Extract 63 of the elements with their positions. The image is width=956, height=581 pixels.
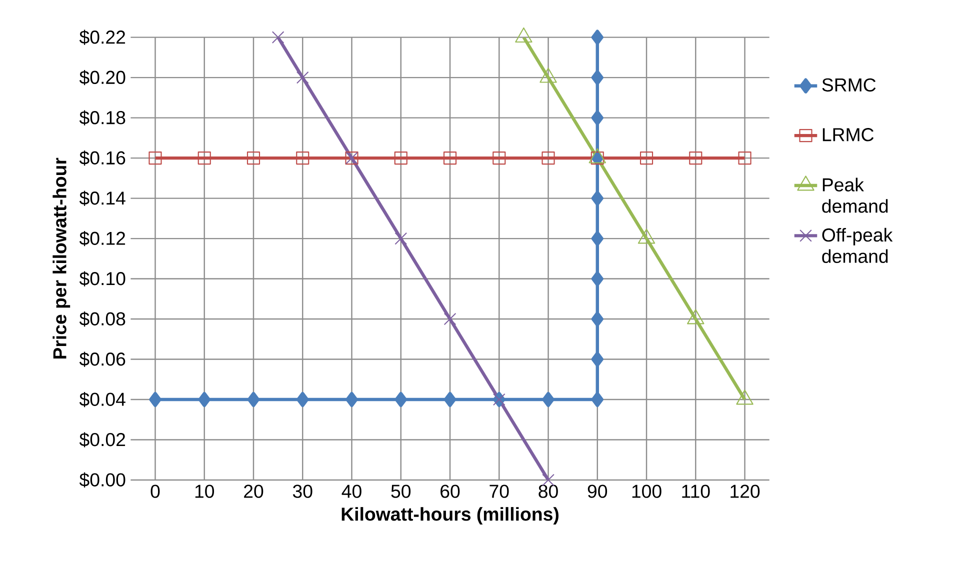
point	[591, 352, 604, 367]
point	[198, 151, 211, 164]
y-tick-label: $0.20	[79, 70, 126, 85]
point	[591, 271, 604, 286]
point	[591, 190, 604, 206]
point	[296, 71, 309, 84]
x-tick-label: 80	[538, 484, 558, 498]
legend-label: SRMC	[822, 78, 876, 92]
point	[591, 311, 604, 326]
x-tick-label: 40	[342, 484, 362, 498]
x-tick-label: 110	[682, 484, 710, 498]
x-tick-label: 10	[195, 484, 214, 498]
point	[591, 110, 604, 126]
x-tick-label: 50	[391, 484, 411, 498]
point	[492, 151, 506, 164]
point	[247, 392, 260, 407]
legend-label: Off-peak demand	[822, 228, 893, 263]
y-axis-title: Price per kilowatt-hour	[52, 158, 70, 358]
point	[640, 151, 654, 164]
point	[296, 151, 310, 164]
y-tick-label: $0.04	[79, 392, 126, 407]
y-tick-label: $0.10	[79, 271, 126, 286]
point	[394, 232, 408, 245]
x-tick-label: 60	[440, 484, 460, 498]
x-tick-label: 90	[588, 484, 608, 498]
legend-label: Peak demand	[822, 178, 888, 213]
point	[542, 392, 554, 407]
point	[542, 151, 555, 164]
point	[148, 151, 162, 164]
x-tick-label: 0	[150, 484, 160, 498]
point	[149, 392, 162, 407]
y-tick-label: $0.06	[79, 352, 126, 367]
y-tick-label: $0.00	[79, 472, 126, 488]
point	[591, 392, 604, 407]
point	[272, 30, 284, 44]
legend-label: LRMC	[822, 128, 874, 142]
y-tick-label: $0.02	[79, 432, 126, 448]
point	[443, 151, 457, 164]
x-axis-title: Kilowatt-hours (millions)	[342, 506, 558, 524]
point	[394, 151, 408, 164]
point	[444, 312, 456, 326]
point	[591, 30, 604, 45]
x-tick-label: 120	[730, 484, 760, 498]
point	[296, 392, 309, 407]
y-tick-label: $0.12	[79, 230, 126, 246]
x-tick-label: 70	[490, 484, 509, 498]
point	[346, 392, 358, 407]
y-tick-label: $0.08	[79, 311, 126, 326]
point	[591, 70, 604, 86]
point	[591, 230, 604, 246]
y-tick-label: $0.18	[79, 110, 126, 126]
point	[444, 392, 456, 407]
y-tick-label: $0.14	[79, 190, 126, 206]
point	[689, 151, 702, 164]
point	[246, 151, 260, 164]
point	[394, 392, 407, 407]
x-tick-label: 30	[292, 484, 312, 498]
y-tick-label: $0.16	[79, 150, 126, 166]
point	[198, 392, 210, 407]
x-tick-label: 100	[632, 484, 662, 498]
x-tick-label: 20	[244, 484, 264, 498]
point	[738, 151, 752, 164]
y-tick-label: $0.22	[79, 30, 126, 45]
